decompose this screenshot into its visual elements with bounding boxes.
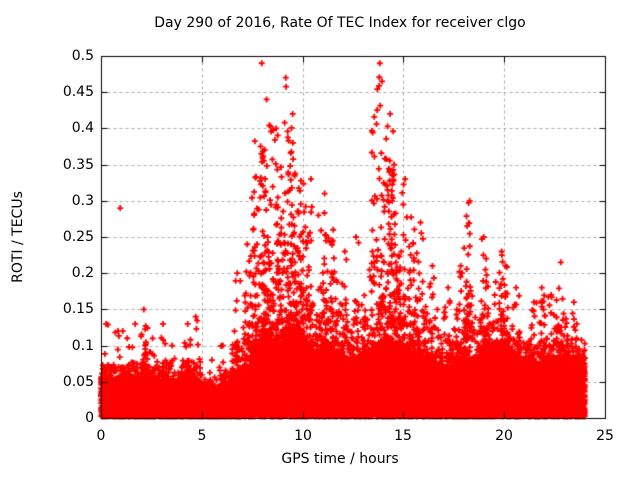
x-axis-label: GPS time / hours: [281, 451, 399, 467]
x-tick-label: 10: [294, 428, 312, 444]
x-tick-label: 25: [596, 428, 614, 444]
y-tick-label: 0.35: [62, 157, 94, 173]
y-tick-label: 0.5: [71, 48, 94, 64]
y-tick-label: 0.3: [71, 193, 94, 209]
chart-title: Day 290 of 2016, Rate Of TEC Index for r…: [154, 15, 526, 31]
y-tick-label: 0.2: [71, 265, 94, 281]
y-axis-label: ROTI / TECUs: [10, 191, 26, 283]
y-tick-label: 0: [85, 410, 94, 426]
x-tick-label: 5: [197, 428, 207, 444]
y-tick-label: 0.1: [71, 338, 94, 354]
x-tick-label: 20: [495, 428, 513, 444]
x-tick-label: 0: [96, 428, 106, 444]
y-tick-label: 0.05: [62, 374, 94, 390]
y-tick-label: 0.4: [71, 120, 94, 136]
y-tick-label: 0.45: [62, 84, 94, 100]
x-tick-label: 15: [394, 428, 412, 444]
y-tick-label: 0.15: [62, 301, 94, 317]
y-tick-label: 0.25: [62, 229, 94, 245]
